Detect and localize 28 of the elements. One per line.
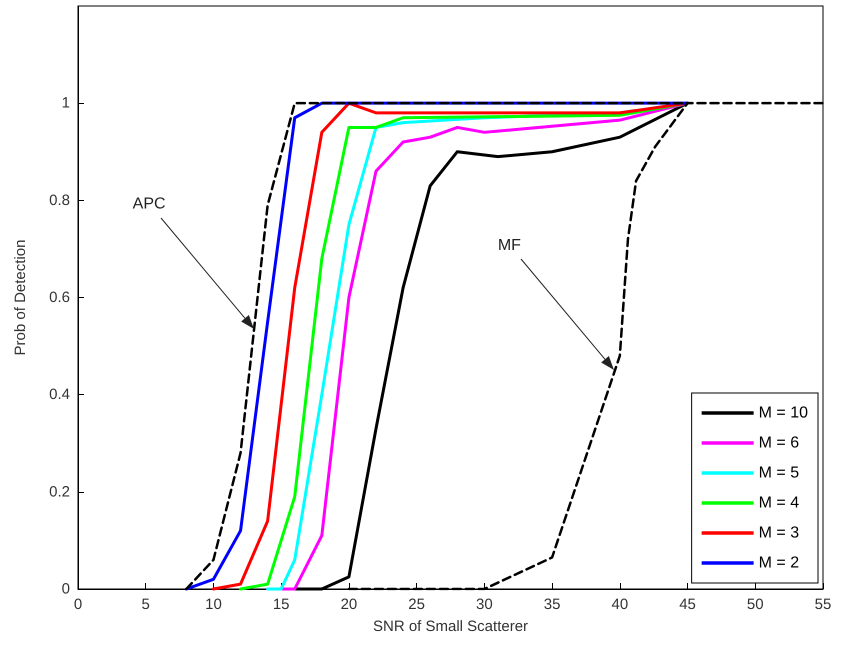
x-axis-title: SNR of Small Scatterer — [372, 618, 528, 635]
legend-label: M = 5 — [758, 464, 800, 482]
x-tick-label: 30 — [476, 596, 493, 613]
y-tick-label: 0.2 — [49, 483, 70, 500]
x-tick-label: 45 — [679, 596, 696, 613]
y-tick-label: 0.8 — [49, 192, 70, 209]
x-tick-label: 0 — [74, 596, 82, 613]
x-tick-label: 15 — [272, 596, 290, 613]
x-tick-label: 20 — [340, 596, 358, 613]
annotation: APC — [132, 195, 166, 212]
x-tick-label: 50 — [746, 596, 764, 613]
x-tick-label: 5 — [142, 596, 150, 613]
legend-label: M = 6 — [758, 434, 800, 452]
y-tick-label: 0.4 — [49, 386, 70, 404]
legend-label: M = 10 — [758, 404, 808, 422]
y-tick-label: 0.6 — [49, 289, 70, 306]
legend-label: M = 2 — [758, 554, 800, 572]
y-tick-label: 0 — [62, 580, 70, 598]
x-tick-label: 10 — [205, 596, 222, 613]
legend-label: M = 4 — [758, 494, 800, 512]
legend-label: M = 3 — [758, 524, 800, 542]
x-tick-label: 25 — [408, 596, 425, 613]
x-tick-label: 35 — [544, 596, 560, 613]
x-tick-label: 55 — [814, 596, 832, 613]
y-tick-label: 1 — [62, 94, 70, 112]
x-tick-label: 40 — [611, 596, 628, 613]
annotation: MF — [498, 236, 522, 254]
y-axis-title: Prob of Detection — [12, 240, 29, 356]
